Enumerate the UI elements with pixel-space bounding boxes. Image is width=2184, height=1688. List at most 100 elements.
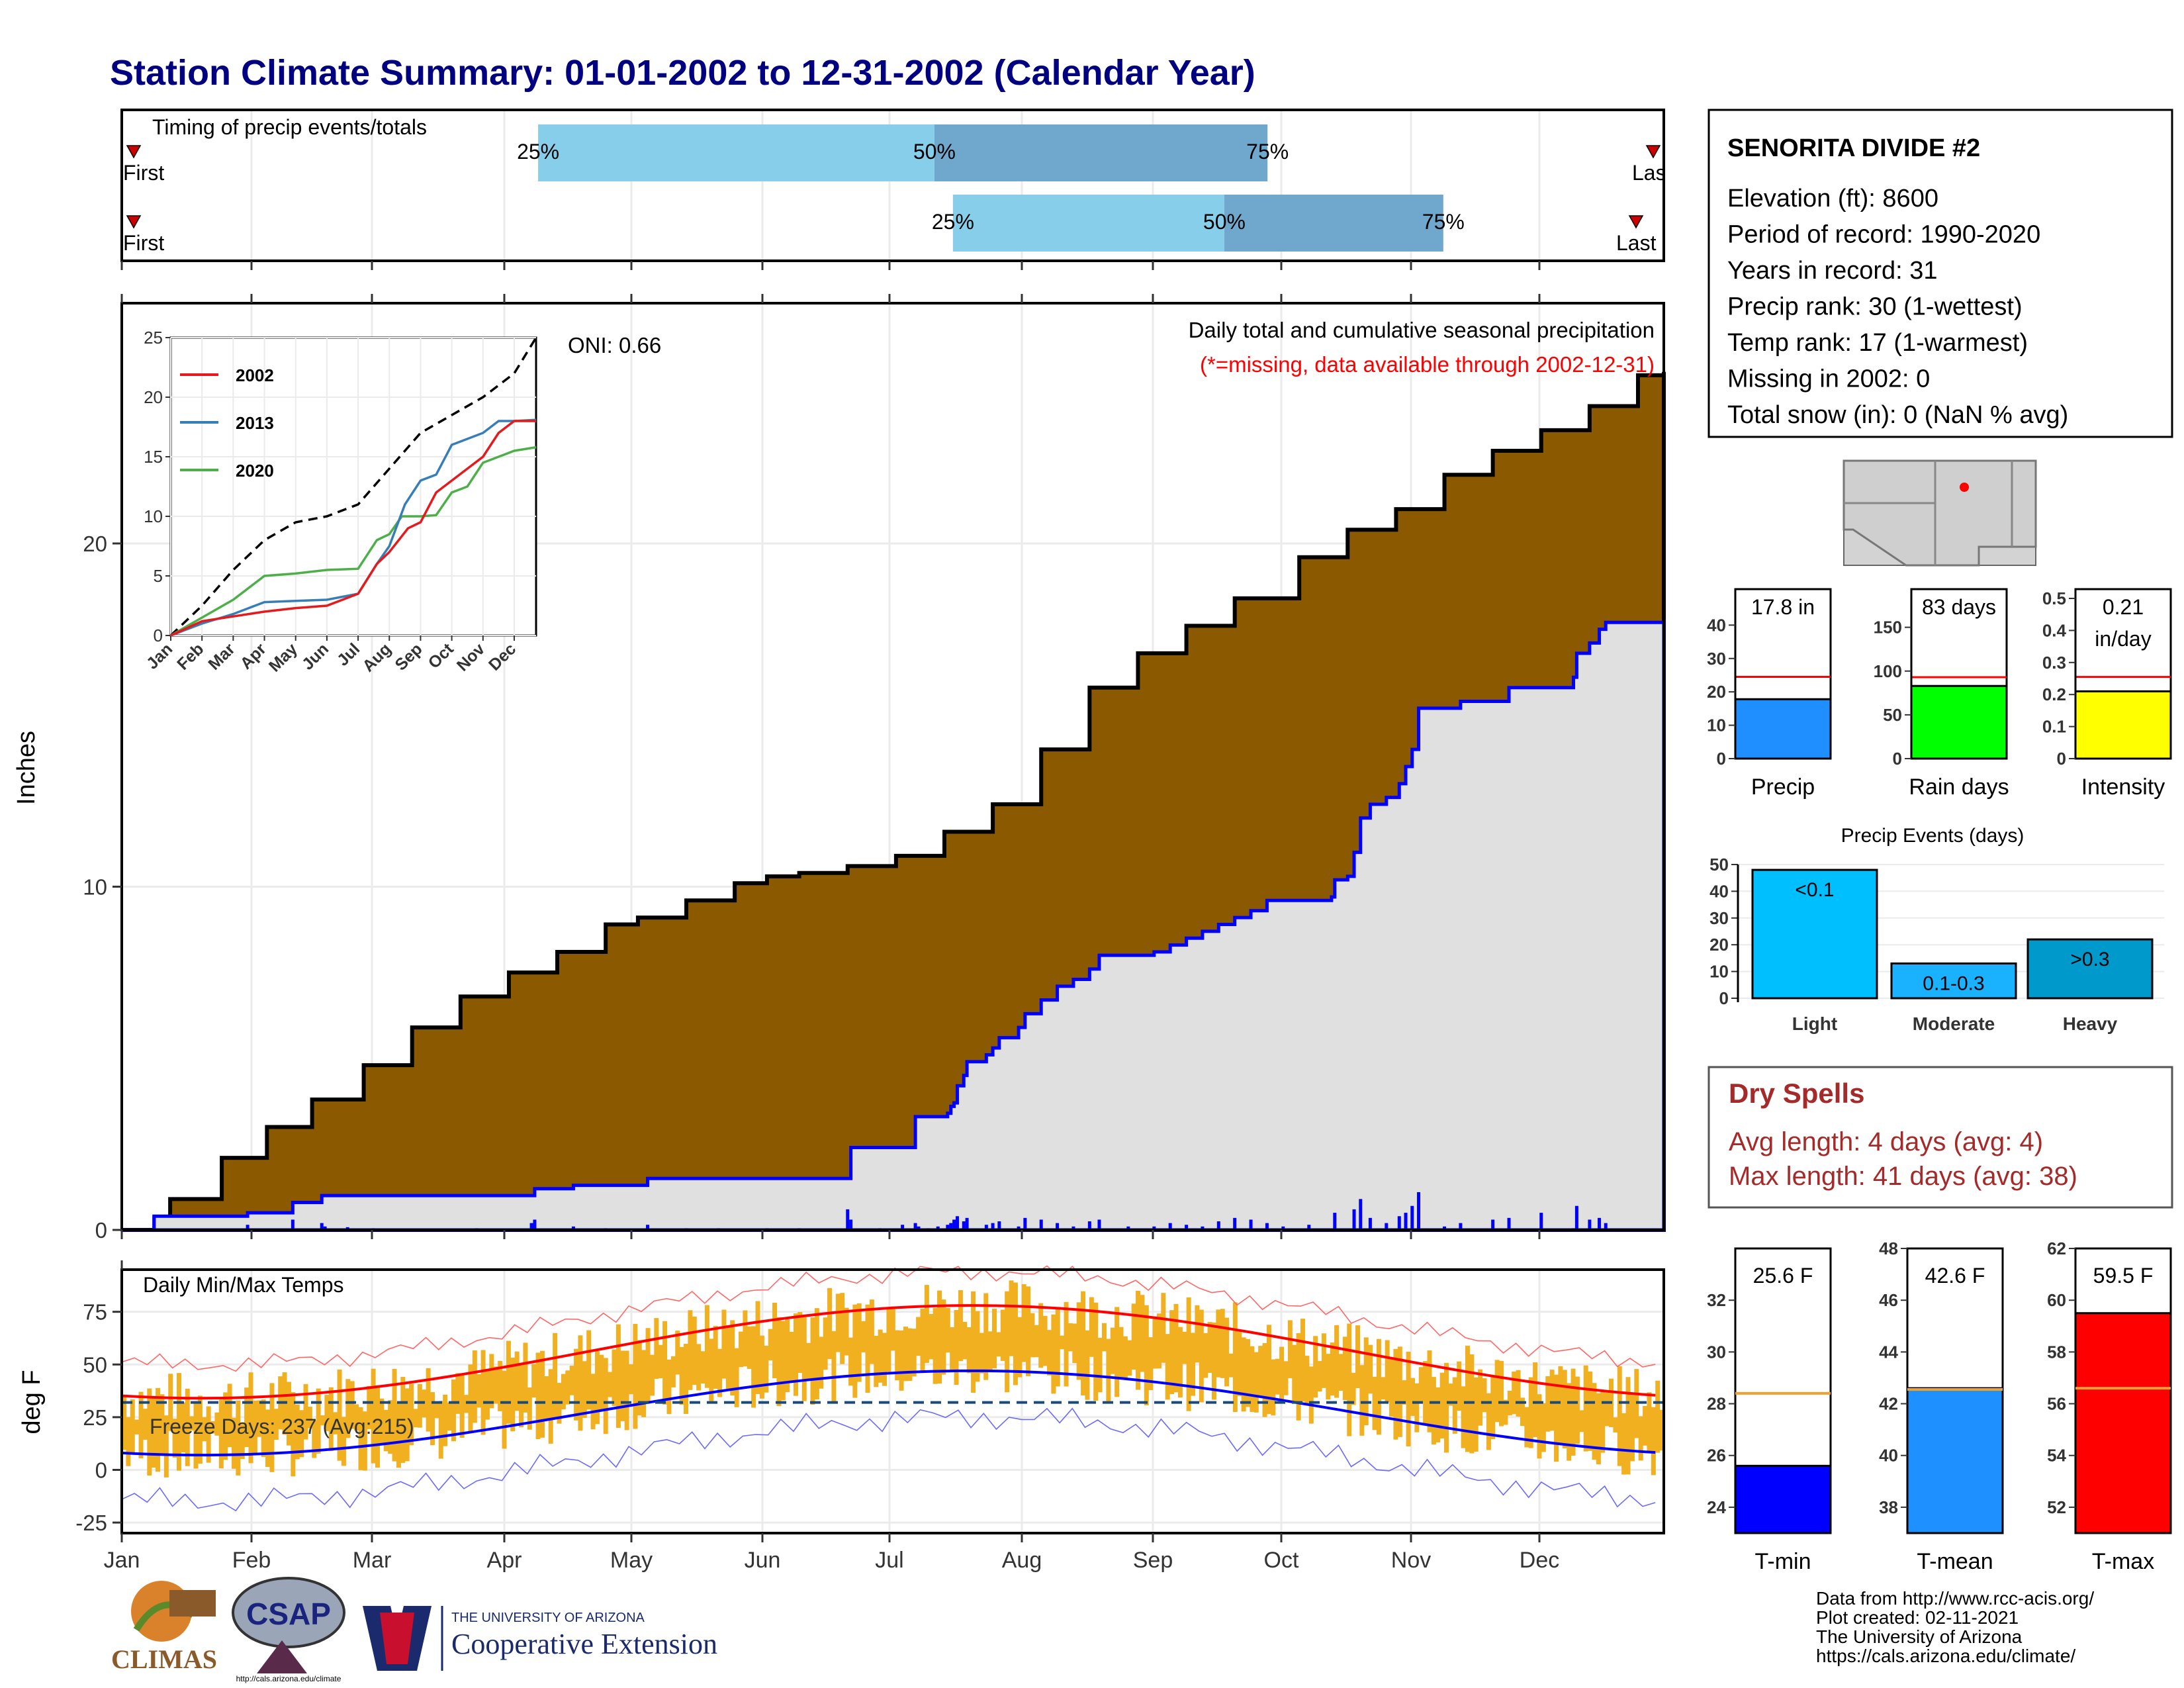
events-y-tick-label: 50 (1709, 855, 1729, 874)
daily-temp-range-bar (358, 1407, 363, 1470)
inset-y-tick-label: 5 (154, 566, 163, 586)
daily-temp-range-bar (747, 1326, 752, 1369)
timing-quantile-label: 25% (932, 210, 974, 234)
daily-precip-bar (991, 1223, 995, 1230)
temperature-gauges: 24 26 28 30 32 25.6 F T-min 38 40 42 44 46 48 42.6 F T… (1707, 1239, 2172, 1574)
daily-temp-range-bar (375, 1387, 380, 1468)
inset-y-tick-label: 25 (144, 328, 163, 348)
daily-precip-bar (962, 1221, 966, 1230)
daily-precip-bar (1443, 1226, 1447, 1230)
daily-temp-range-bar (1097, 1338, 1103, 1393)
daily-temp-range-bar (1541, 1403, 1546, 1452)
daily-temp-range-bar (1140, 1295, 1145, 1372)
daily-temp-range-bar (1347, 1323, 1352, 1436)
daily-temp-range-bar (1300, 1319, 1305, 1402)
daily-temp-range-bar (265, 1409, 271, 1468)
csap-logo: CSAP http://cals.arizona.edu/climate (232, 1577, 345, 1683)
daily-temp-range-bar (1241, 1337, 1246, 1412)
daily-temp-range-bar (670, 1356, 676, 1387)
daily-temp-range-bar (1596, 1393, 1601, 1465)
daily-temp-range-bar (168, 1374, 173, 1431)
month-label: Feb (232, 1548, 271, 1573)
daily-precip-bar (1507, 1217, 1511, 1230)
daily-temp-range-bar (484, 1370, 490, 1420)
gauge-y-tick-label: 0 (1717, 749, 1726, 769)
daily-temp-range-bar (1545, 1376, 1551, 1432)
timing-quantile-label: 50% (913, 140, 956, 164)
daily-temp-range-bar (890, 1306, 895, 1351)
daily-temp-range-bar (709, 1338, 714, 1401)
daily-temp-range-bar (629, 1364, 634, 1395)
gauge-name: Precip (1751, 774, 1815, 800)
daily-temp-range-bar (1211, 1322, 1216, 1400)
daily-temp-range-bar (1457, 1361, 1462, 1411)
daily-precip-bar (1459, 1223, 1463, 1230)
daily-precip-bar (1152, 1226, 1156, 1230)
daily-temp-range-bar (1296, 1333, 1301, 1421)
daily-temp-range-bar (218, 1399, 224, 1469)
daily-temp-range-bar (181, 1402, 186, 1453)
daily-temp-range-bar (176, 1373, 181, 1471)
daily-temp-range-bar (1207, 1322, 1212, 1373)
daily-temp-range-bar (696, 1344, 702, 1391)
daily-temp-range-bar (1321, 1333, 1326, 1388)
daily-temp-range-bar (1144, 1305, 1149, 1405)
daily-temp-range-bar (878, 1329, 883, 1383)
daily-precip-bar (1126, 1226, 1130, 1230)
daily-temp-range-bar (1047, 1330, 1052, 1376)
daily-temp-range-bar (1613, 1417, 1618, 1433)
precip-y-label: Inches (13, 731, 40, 805)
daily-temp-range-bar (367, 1385, 372, 1429)
daily-precip-bar (952, 1219, 956, 1230)
daily-temp-range-bar (227, 1383, 232, 1448)
daily-temp-range-bar (1583, 1365, 1588, 1452)
climas-logo: CLIMAS (111, 1581, 217, 1674)
inset-legend-label: 2002 (236, 365, 274, 385)
daily-temp-range-bar (666, 1359, 672, 1415)
daily-temp-range-bar (916, 1317, 921, 1356)
temp-content (121, 1265, 1664, 1512)
daily-temp-range-bar (649, 1354, 655, 1396)
daily-temp-range-bar (1414, 1383, 1420, 1432)
daily-precip-bar (1417, 1192, 1421, 1230)
events-category-label: Heavy (2063, 1013, 2118, 1034)
daily-temp-range-bar (1177, 1327, 1183, 1398)
inset-frame (169, 336, 537, 637)
daily-precip-bar (984, 1225, 988, 1230)
month-label: Oct (1264, 1548, 1299, 1573)
daily-temp-range-bar (1444, 1362, 1449, 1453)
daily-temp-range-bar (185, 1388, 190, 1466)
station-info-line: Period of record: 1990-2020 (1727, 221, 2040, 249)
daily-temp-range-bar (172, 1419, 177, 1458)
daily-temp-range-bar (1659, 1409, 1664, 1451)
last-label: Last (1632, 161, 1672, 185)
daily-precip-bar (529, 1223, 533, 1230)
daily-temp-range-bar (945, 1307, 950, 1353)
daily-temp-range-bar (328, 1387, 334, 1452)
daily-temp-range-bar (1625, 1377, 1631, 1475)
station-info-line: Elevation (ft): 8600 (1727, 185, 1938, 212)
temp-y-tick-label: 75 (83, 1300, 107, 1325)
daily-temp-range-bar (1363, 1337, 1369, 1426)
daily-temp-range-bar (1406, 1351, 1411, 1447)
temp-y-tick-label: 50 (83, 1352, 107, 1377)
daily-temp-range-bar (713, 1325, 718, 1389)
daily-temp-range-bar (1330, 1342, 1335, 1396)
month-label: Aug (1002, 1548, 1042, 1573)
daily-temp-range-bar (527, 1387, 532, 1430)
daily-temp-range-bar (806, 1342, 811, 1381)
daily-temp-range-bar (1478, 1369, 1483, 1426)
daily-temp-range-bar (1021, 1284, 1026, 1362)
daily-temp-range-bar (1629, 1395, 1635, 1462)
daily-temp-range-bar (333, 1412, 338, 1434)
daily-temp-range-bar (789, 1331, 794, 1382)
daily-precip-bar (955, 1216, 959, 1230)
daily-temp-range-bar (688, 1310, 693, 1390)
last-label: Last (1616, 231, 1657, 255)
daily-temp-range-bar (1452, 1377, 1457, 1434)
daily-temp-range-bar (717, 1348, 723, 1397)
ua-bottom-text: Cooperative Extension (451, 1628, 717, 1660)
credit-line: Data from http://www.rcc-acis.org/ (1816, 1588, 2094, 1609)
temp-gauge-y-tick-label: 48 (1879, 1239, 1898, 1258)
